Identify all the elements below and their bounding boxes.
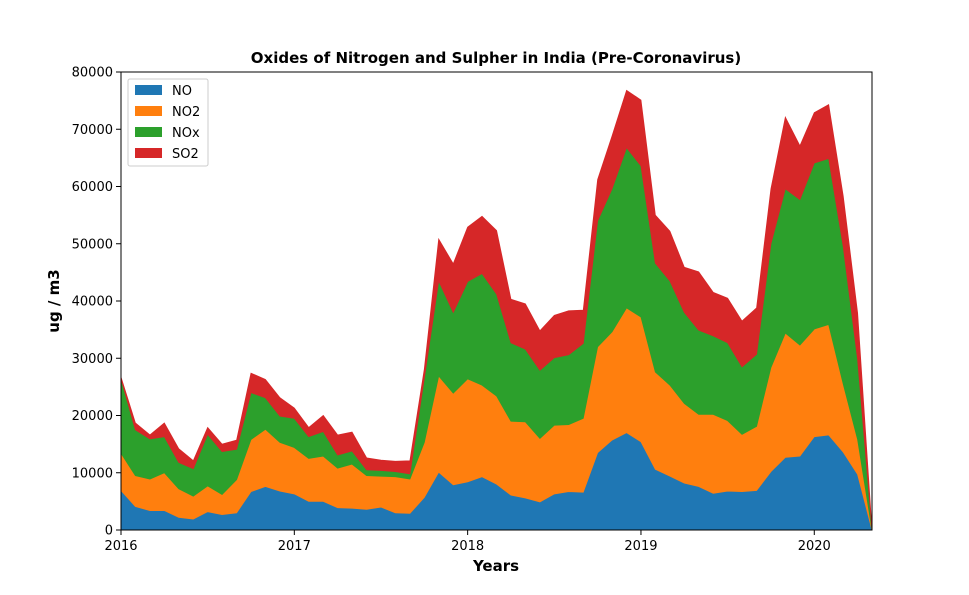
chart-title: Oxides of Nitrogen and Sulpher in India …: [251, 49, 741, 67]
x-tick-label: 2017: [278, 539, 311, 554]
legend-label-so2: SO2: [172, 147, 199, 162]
legend-swatch-no: [135, 85, 162, 95]
legend-swatch-so2: [135, 148, 162, 158]
area-layers: [120, 89, 873, 531]
legend-swatch-no2: [135, 106, 162, 116]
y-tick-label: 70000: [72, 123, 113, 138]
legend-label-no: NO: [172, 84, 192, 99]
y-tick-label: 30000: [72, 352, 113, 367]
legend: NO NO2 NOx SO2: [127, 78, 209, 167]
x-tick-label: 2016: [104, 539, 137, 554]
area-series-so2: [120, 89, 873, 531]
y-tick-label: 20000: [72, 409, 113, 424]
y-tick-label: 60000: [72, 180, 113, 195]
x-axis: 2016 2017 2018 2019 2020: [104, 530, 831, 554]
y-tick-label: 10000: [72, 466, 113, 481]
legend-label-no2: NO2: [172, 105, 200, 120]
y-axis: 0 10000 20000 30000 40000 50000 60000 70000 8000…: [72, 66, 121, 539]
y-tick-label: 0: [105, 524, 113, 539]
legend-label-nox: NOx: [172, 126, 200, 141]
y-tick-label: 50000: [72, 237, 113, 252]
legend-swatch-nox: [135, 127, 162, 137]
legend-frame: [127, 78, 209, 167]
x-tick-label: 2019: [624, 539, 657, 554]
x-tick-label: 2018: [451, 539, 484, 554]
y-tick-label: 40000: [72, 295, 113, 310]
y-tick-label: 80000: [72, 66, 113, 81]
y-axis-title: ug / m3: [45, 269, 63, 332]
x-tick-label: 2020: [798, 539, 831, 554]
x-axis-title: Years: [472, 557, 519, 575]
